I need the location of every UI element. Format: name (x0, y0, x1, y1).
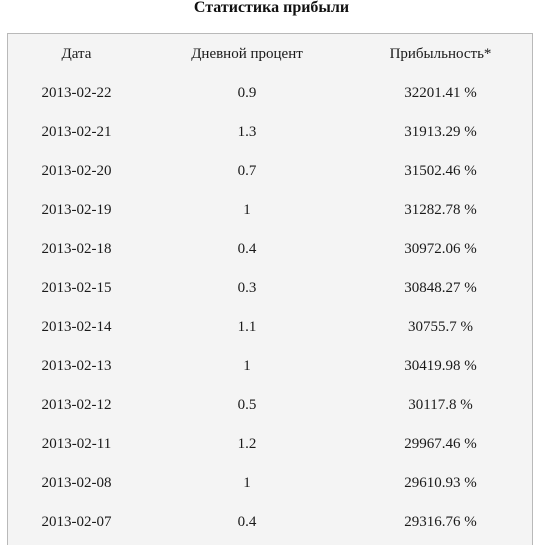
column-header-profitability: Прибыльность* (389, 45, 492, 62)
table-row: 2013-02-20 0.7 31502.46 % (8, 152, 532, 191)
cell-daily-percent: 0.3 (237, 280, 257, 296)
cell-date: 2013-02-18 (41, 241, 112, 257)
table-row: 2013-02-07 0.4 29316.76 % (8, 503, 532, 542)
cell-daily-percent: 1 (243, 475, 251, 491)
cell-daily-percent: 1.3 (237, 124, 257, 140)
cell-date: 2013-02-08 (41, 475, 112, 491)
cell-profitability: 30848.27 % (404, 280, 477, 296)
table-row: 2013-02-13 1 30419.98 % (8, 347, 532, 386)
cell-date: 2013-02-22 (41, 85, 112, 101)
column-header-date: Дата (61, 45, 92, 62)
cell-daily-percent: 1.2 (237, 436, 257, 452)
table-row: 2013-02-12 0.5 30117.8 % (8, 386, 532, 425)
cell-profitability: 30972.06 % (404, 241, 477, 257)
profit-stats-table: Дата Дневной процент Прибыльность* 2013-… (8, 34, 532, 542)
cell-profitability: 29610.93 % (404, 475, 477, 491)
cell-profitability: 31282.78 % (404, 202, 477, 218)
cell-daily-percent: 1.1 (237, 319, 257, 335)
profit-stats-panel: Дата Дневной процент Прибыльность* 2013-… (7, 33, 533, 545)
table-row: 2013-02-19 1 31282.78 % (8, 191, 532, 230)
table-row: 2013-02-21 1.3 31913.29 % (8, 113, 532, 152)
cell-daily-percent: 0.7 (237, 163, 257, 179)
cell-daily-percent: 0.4 (237, 514, 257, 530)
cell-daily-percent: 0.5 (237, 397, 257, 413)
column-header-daily-percent: Дневной процент (191, 45, 303, 62)
cell-date: 2013-02-07 (41, 514, 112, 530)
cell-date: 2013-02-19 (41, 202, 112, 218)
table-row: 2013-02-11 1.2 29967.46 % (8, 425, 532, 464)
cell-profitability: 30755.7 % (408, 319, 473, 335)
cell-profitability: 30419.98 % (404, 358, 477, 374)
cell-daily-percent: 0.9 (237, 85, 257, 101)
cell-daily-percent: 1 (243, 358, 251, 374)
table-header-row: Дата Дневной процент Прибыльность* (8, 34, 532, 74)
cell-profitability: 32201.41 % (404, 85, 477, 101)
table-row: 2013-02-14 1.1 30755.7 % (8, 308, 532, 347)
cell-profitability: 29967.46 % (404, 436, 477, 452)
table-row: 2013-02-22 0.9 32201.41 % (8, 74, 532, 113)
cell-profitability: 29316.76 % (404, 514, 477, 530)
cell-daily-percent: 1 (243, 202, 251, 218)
cell-date: 2013-02-14 (41, 319, 112, 335)
cell-date: 2013-02-21 (41, 124, 112, 140)
cell-profitability: 31502.46 % (404, 163, 477, 179)
cell-date: 2013-02-20 (41, 163, 112, 179)
table-row: 2013-02-08 1 29610.93 % (8, 464, 532, 503)
cell-date: 2013-02-15 (41, 280, 112, 296)
cell-profitability: 30117.8 % (408, 397, 473, 413)
table-row: 2013-02-18 0.4 30972.06 % (8, 230, 532, 269)
cell-daily-percent: 0.4 (237, 241, 257, 257)
cell-date: 2013-02-13 (41, 358, 112, 374)
cell-date: 2013-02-11 (41, 436, 112, 452)
cell-profitability: 31913.29 % (404, 124, 477, 140)
page-title: Статистика прибыли (193, 0, 350, 16)
cell-date: 2013-02-12 (41, 397, 112, 413)
table-row: 2013-02-15 0.3 30848.27 % (8, 269, 532, 308)
